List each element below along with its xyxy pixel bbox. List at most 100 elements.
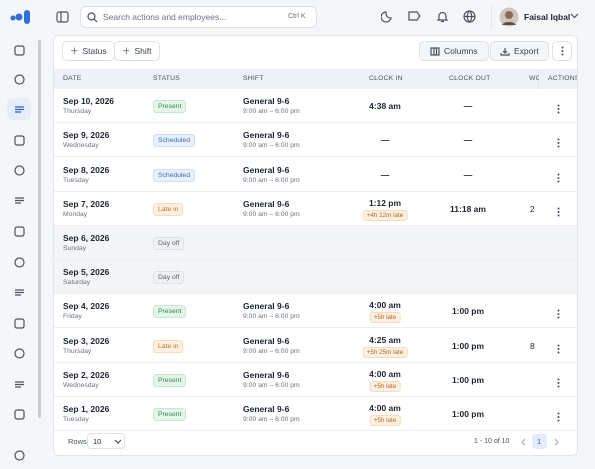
- status-badge: Late in: [153, 202, 184, 216]
- user-name[interactable]: Faisal Iqbal: [524, 12, 571, 22]
- sidebar-icon[interactable]: [14, 135, 25, 146]
- date: Sep 1, 2026: [63, 403, 110, 414]
- weekday: Thursday: [63, 108, 92, 116]
- column-header: DATE: [63, 75, 82, 82]
- sidebar-icon[interactable]: [14, 318, 25, 329]
- search-box[interactable]: [80, 6, 317, 28]
- table-header: [54, 69, 577, 89]
- sidebar-icon[interactable]: [14, 287, 25, 298]
- column-header: CLOCK OUT: [449, 75, 491, 82]
- sidebar-icon[interactable]: [14, 379, 25, 390]
- columns-icon: [430, 46, 440, 56]
- page-button[interactable]: [532, 434, 547, 449]
- shortcut: Ctrl K: [288, 13, 306, 20]
- row-actions[interactable]: [557, 306, 560, 319]
- theme-icon[interactable]: [381, 10, 394, 23]
- sidebar-icon[interactable]: [14, 104, 25, 115]
- select-chevron: [114, 439, 122, 444]
- next-page[interactable]: [554, 438, 560, 446]
- status-badge: Present: [153, 100, 187, 114]
- video-icon[interactable]: [408, 10, 422, 23]
- export-button[interactable]: Export: [490, 41, 549, 61]
- sidebar-icon[interactable]: [14, 74, 25, 85]
- clock-in: 4:38 am: [369, 101, 401, 112]
- columns-button[interactable]: Columns: [419, 41, 489, 61]
- status-badge: Scheduled: [153, 134, 196, 148]
- row-actions[interactable]: [557, 135, 560, 148]
- sidebar-icon[interactable]: [14, 165, 25, 176]
- chevron[interactable]: [570, 13, 579, 20]
- shift-time: 9:00 am – 6:00 pm: [243, 381, 300, 389]
- sidebar-icon[interactable]: [14, 257, 25, 268]
- more-button[interactable]: [552, 41, 572, 61]
- table-row: [54, 225, 577, 260]
- weekday: Wednesday: [63, 142, 99, 150]
- avatar[interactable]: [499, 7, 519, 27]
- shift-name: General 9-6: [243, 369, 290, 380]
- rows-label: Rows: [68, 437, 87, 446]
- clock-out: —: [463, 169, 473, 180]
- date: Sep 8, 2026: [63, 164, 110, 175]
- rows-value: 10: [93, 437, 102, 446]
- page-number: 1: [537, 437, 542, 446]
- sidebar-icon[interactable]: [14, 348, 25, 359]
- date: Sep 6, 2026: [63, 232, 110, 243]
- clock-in: 4:00 am: [369, 300, 401, 311]
- column-header: CLOCK IN: [369, 75, 403, 82]
- clock-in: —: [380, 135, 390, 146]
- row-actions[interactable]: [557, 204, 560, 217]
- add-shift-button[interactable]: ＋ Shift: [114, 41, 160, 61]
- logo: [10, 10, 30, 24]
- actions-header: [539, 69, 577, 89]
- sidebar-icon[interactable]: [14, 226, 25, 237]
- row-actions[interactable]: [557, 375, 560, 388]
- table-row: [54, 157, 577, 192]
- status-badge: Day off: [153, 271, 185, 285]
- row-actions[interactable]: [557, 170, 560, 182]
- add-status-button[interactable]: ＋ Status: [62, 41, 115, 61]
- status-badge: Present: [153, 407, 187, 421]
- bell-icon[interactable]: [436, 10, 449, 23]
- more-icon: [561, 46, 563, 56]
- search-icon: [87, 12, 98, 23]
- sidebar-toggle[interactable]: [56, 11, 69, 23]
- weekday: Monday: [63, 210, 88, 218]
- shift-time: 9:00 am – 6:00 pm: [243, 176, 300, 184]
- weekday: Wednesday: [63, 381, 99, 389]
- status-badge: Late in: [153, 339, 184, 353]
- clock-out: 1:00 pm: [451, 340, 485, 351]
- kebab: [557, 412, 560, 422]
- globe-icon[interactable]: [463, 10, 476, 23]
- table-row: [54, 89, 577, 124]
- late-badge: +5h late: [369, 312, 401, 324]
- prev-page[interactable]: [520, 438, 526, 446]
- button-label: Shift: [134, 46, 152, 56]
- sidebar-icon[interactable]: [14, 195, 25, 206]
- date: Sep 9, 2026: [63, 130, 110, 141]
- clock-out: 11:18 am: [450, 203, 486, 214]
- sidebar-icon[interactable]: [14, 409, 25, 420]
- shift-time: 9:00 am – 6:00 pm: [243, 313, 300, 321]
- column-header: ACTIONS: [548, 75, 578, 82]
- shift-name: General 9-6: [243, 96, 290, 107]
- rows-select[interactable]: [87, 433, 125, 449]
- row-actions[interactable]: [557, 101, 560, 114]
- date: Sep 7, 2026: [63, 198, 110, 209]
- kebab: [557, 378, 560, 388]
- plus: ＋: [70, 46, 79, 56]
- column-header: SHIFT: [243, 75, 264, 82]
- shift-name: General 9-6: [243, 130, 290, 141]
- weekday: Friday: [63, 313, 82, 321]
- row-actions[interactable]: [557, 409, 560, 422]
- shift-name: General 9-6: [243, 403, 290, 414]
- row-actions[interactable]: [557, 341, 560, 353]
- table-row: [54, 123, 577, 158]
- status-badge: Present: [153, 373, 187, 387]
- sidebar-icon[interactable]: [14, 45, 25, 56]
- sidebar-icon[interactable]: [14, 450, 25, 461]
- button-label: Status: [82, 46, 107, 56]
- clock-in: 1:12 pm: [368, 197, 402, 208]
- shift-time: 9:00 am – 6:00 pm: [243, 210, 300, 218]
- weekday: Tuesday: [63, 176, 89, 184]
- table-row: [54, 294, 577, 329]
